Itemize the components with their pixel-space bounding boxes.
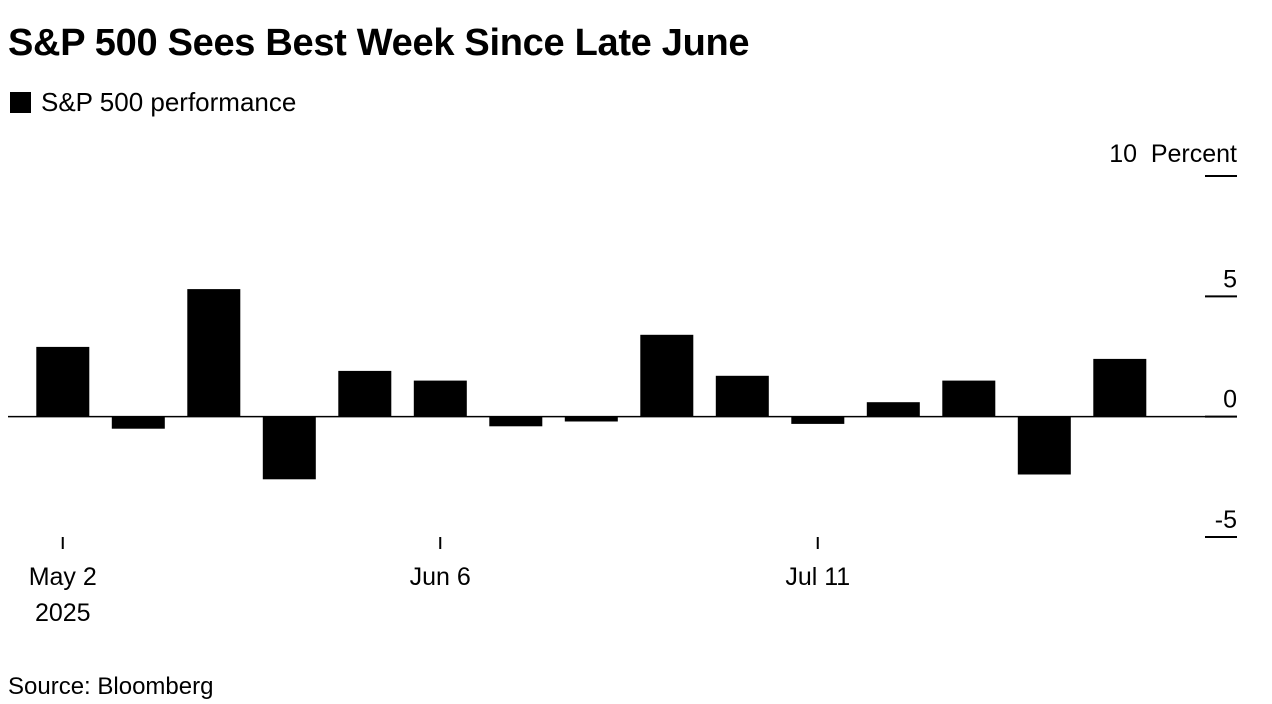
x-axis: May 2 2025 Jun 6 Jul 11 xyxy=(29,537,850,627)
bar-may-23 xyxy=(262,416,316,480)
y-tick-label-10: 10 xyxy=(1109,140,1137,168)
bar-may-2 xyxy=(36,346,90,417)
x-tick-sublabel-may-2: 2025 xyxy=(35,599,91,627)
y-tick-label-5: 5 xyxy=(1223,265,1237,293)
source-note: Source: Bloomberg xyxy=(8,673,214,700)
y-tick-label--5: -5 xyxy=(1215,506,1237,534)
legend-swatch xyxy=(10,92,31,113)
legend-label: S&P 500 performance xyxy=(41,87,297,117)
bars-group xyxy=(36,289,1147,480)
bar-aug-8 xyxy=(1093,358,1147,417)
bar-jun-13 xyxy=(489,416,543,427)
x-tick-label-jun-6: Jun 6 xyxy=(410,563,471,591)
bar-may-16 xyxy=(187,289,241,417)
chart-title: S&P 500 Sees Best Week Since Late June xyxy=(8,22,750,64)
bar-jul-4 xyxy=(715,375,769,417)
bar-jun-6 xyxy=(413,380,467,417)
bar-jun-27 xyxy=(640,334,694,417)
y-axis-unit-label: Percent xyxy=(1151,140,1237,168)
x-tick-label-may-2: May 2 xyxy=(29,563,97,591)
bar-jul-18 xyxy=(866,402,920,417)
bar-jul-25 xyxy=(942,380,996,417)
x-tick-label-jul-11: Jul 11 xyxy=(785,563,850,591)
bar-jul-11 xyxy=(791,416,845,424)
bar-may-9 xyxy=(111,416,165,429)
bar-may-30 xyxy=(338,370,392,417)
y-tick-label-0: 0 xyxy=(1223,386,1237,414)
bar-jun-20 xyxy=(564,416,618,422)
y-axis: -5 0 5 10 Percent xyxy=(1109,140,1237,538)
legend: S&P 500 performance xyxy=(10,87,296,118)
bar-aug-1 xyxy=(1017,416,1071,475)
